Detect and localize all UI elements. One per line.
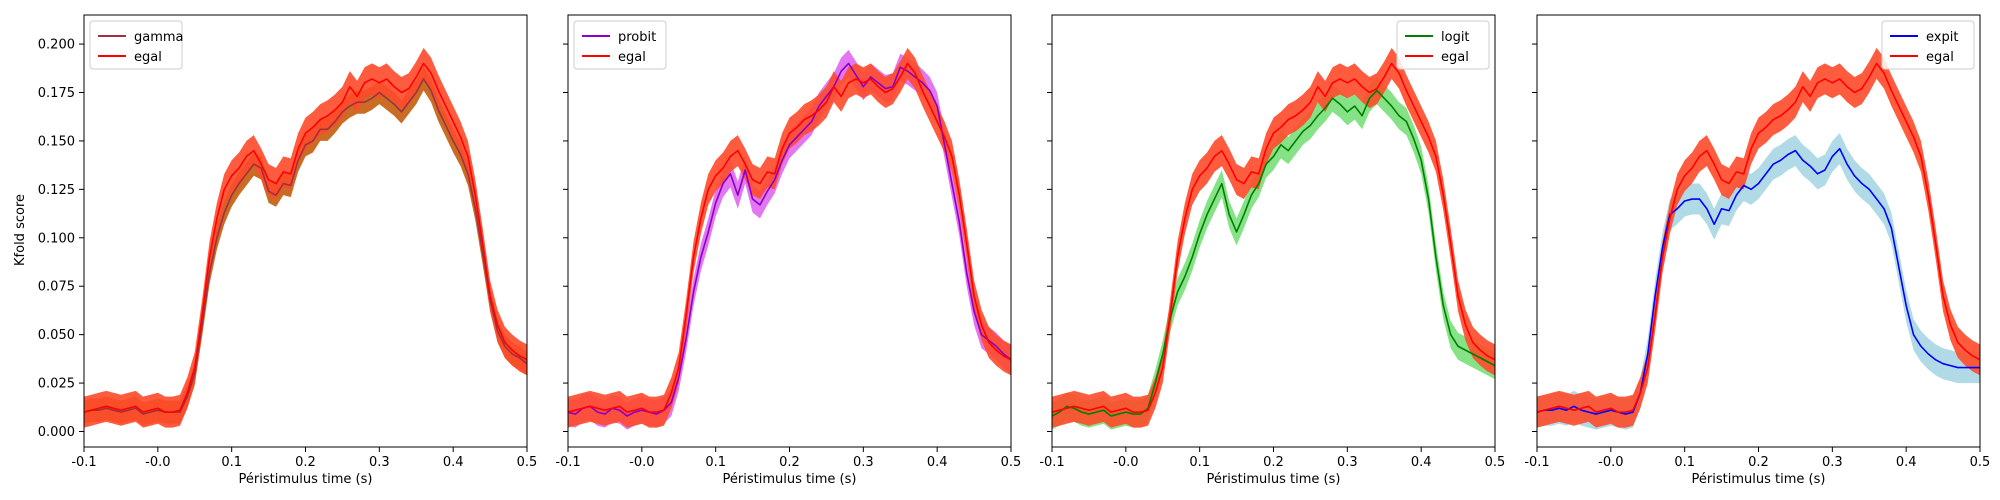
band-probit <box>568 49 1011 430</box>
band-expit <box>1537 133 1980 430</box>
series-line-egal <box>1052 62 1495 413</box>
panel-2: -0.1 -0.0 0.1 0.2 0.3 0.4 0.5 Péristimulus time… <box>555 14 1022 487</box>
x-tick-label: 0.2 <box>295 455 316 470</box>
x-tick-label: 0.2 <box>1263 455 1284 470</box>
x-tick-label: -0.0 <box>145 455 170 470</box>
y-tick-label: 0.025 <box>38 377 75 392</box>
panel-1: -0.1 -0.0 0.1 0.2 0.3 0.4 0.5 0.000 0.025 0.050 0.… <box>38 14 538 487</box>
x-axis-label: Péristimulus time (s) <box>1207 472 1341 487</box>
y-axis-label: Kfold score <box>13 194 28 266</box>
x-axis-label: Péristimulus time (s) <box>239 472 373 487</box>
x-tick-label: 0.4 <box>1411 455 1432 470</box>
y-tick-label: 0.150 <box>38 134 75 149</box>
series-line-probit <box>568 62 1011 417</box>
x-tick-label: 0.1 <box>1674 455 1695 470</box>
x-axis-label: Péristimulus time (s) <box>1692 472 1826 487</box>
legend-label-probit: probit <box>618 30 656 45</box>
y-tick-label: 0.125 <box>38 183 75 198</box>
x-axis-label: Péristimulus time (s) <box>723 472 857 487</box>
y-tick-label: 0.075 <box>38 280 75 295</box>
legend-label-expit: expit <box>1926 30 1958 45</box>
legend: gamma egal <box>89 20 184 70</box>
plot-area <box>1537 47 1980 430</box>
plot-frame <box>1536 14 1981 448</box>
x-tick-label: 0.5 <box>1001 455 1022 470</box>
x-tick-label: 0.4 <box>1896 455 1917 470</box>
series-line-logit <box>1052 89 1495 417</box>
x-tick-label: 0.3 <box>853 455 874 470</box>
series-line-egal <box>1537 62 1980 413</box>
band-egal <box>1052 47 1495 428</box>
y-tick-label: 0.200 <box>38 38 75 53</box>
legend-label-egal: egal <box>1926 50 1954 65</box>
legend: logit egal <box>1396 20 1490 70</box>
legend: probit egal <box>573 20 667 70</box>
panel-3: -0.1 -0.0 0.1 0.2 0.3 0.4 0.5 Péristimulus time… <box>1039 14 1506 487</box>
band-egal <box>568 47 1011 428</box>
x-tick-label: -0.0 <box>629 455 654 470</box>
x-tick-label: 0.5 <box>1485 455 1506 470</box>
series-line-egal <box>568 62 1011 413</box>
series-line-gamma <box>84 78 527 415</box>
y-tick-label: 0.175 <box>38 86 75 101</box>
y-tick-label: 0.000 <box>38 425 75 440</box>
plot-frame <box>567 14 1012 448</box>
x-tick-label: 0.1 <box>221 455 242 470</box>
legend: expit egal <box>1881 20 1975 70</box>
y-tick-label: 0.100 <box>38 231 75 246</box>
x-tick-label: 0.2 <box>779 455 800 470</box>
x-tick-label: -0.1 <box>71 455 96 470</box>
band-egal <box>1537 47 1980 428</box>
x-tick-label: -0.0 <box>1113 455 1138 470</box>
legend-label-gamma: gamma <box>134 30 184 45</box>
plot-area <box>1052 47 1495 430</box>
plot-area <box>84 47 527 428</box>
plot-frame <box>1051 14 1496 448</box>
x-tick-label: 0.1 <box>1189 455 1210 470</box>
x-tick-label: 0.1 <box>705 455 726 470</box>
panel-4: -0.1 -0.0 0.1 0.2 0.3 0.4 0.5 Péristimulus time… <box>1524 14 1991 487</box>
legend-label-egal: egal <box>134 50 162 65</box>
x-tick-label: 0.4 <box>443 455 464 470</box>
x-tick-label: 0.2 <box>1748 455 1769 470</box>
x-tick-label: 0.4 <box>927 455 948 470</box>
legend-label-egal: egal <box>1441 50 1469 65</box>
x-tick-label: -0.0 <box>1598 455 1623 470</box>
x-tick-label: 0.3 <box>369 455 390 470</box>
x-tick-label: 0.3 <box>1822 455 1843 470</box>
plot-frame <box>83 14 528 448</box>
x-tick-label: -0.1 <box>1524 455 1549 470</box>
plot-area <box>568 47 1011 430</box>
legend-label-egal: egal <box>618 50 646 65</box>
x-tick-label: 0.3 <box>1337 455 1358 470</box>
x-tick-label: -0.1 <box>555 455 580 470</box>
series-line-egal <box>84 62 527 413</box>
x-tick-label: 0.5 <box>517 455 538 470</box>
y-tick-label: 0.050 <box>38 328 75 343</box>
legend-label-logit: logit <box>1441 30 1470 45</box>
x-tick-label: -0.1 <box>1039 455 1064 470</box>
series-line-expit <box>1537 147 1980 415</box>
band-logit <box>1052 76 1495 430</box>
x-tick-label: 0.5 <box>1970 455 1991 470</box>
band-egal <box>84 47 527 428</box>
